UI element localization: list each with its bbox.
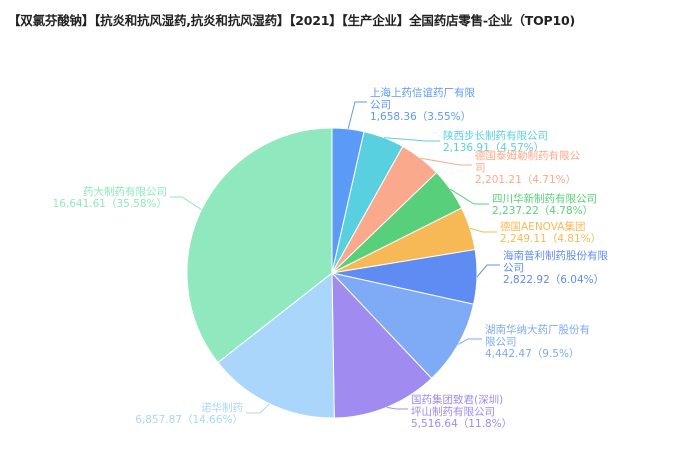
pie-slice[interactable] <box>217 271 335 419</box>
leader-line <box>170 196 202 210</box>
data-label: 四川华新制药有限公司 2,237.22（4.78%） <box>492 192 597 217</box>
data-label: 海南普利制药股份有限公司 2,822.92（6.04%） <box>503 249 608 286</box>
leader-line <box>469 227 497 233</box>
data-label: 德国AENOVA集团 2,249.11（4.81%） <box>500 220 601 245</box>
data-label: 陕西步长制药有限公司 2,136.91（4.57%） <box>443 129 548 154</box>
leader-line <box>383 137 440 142</box>
chart-title: 【双氯芬酸钠】【抗炎和抗风湿药,抗炎和抗风湿药】【2021】【生产企业】全国药店… <box>8 13 576 28</box>
data-label: 德国泰姆勒制药有限公司 2,201.21（4.71%） <box>475 149 580 186</box>
pie-slice[interactable] <box>186 127 333 364</box>
data-label: 诺华制药 6,857.87（14.66%） <box>135 401 243 426</box>
data-label: 药大制药有限公司 16,641.61（35.58%） <box>53 185 167 210</box>
leader-line <box>386 406 408 410</box>
data-label: 湖南华纳大药厂股份有限公司 4,442.47（9.5%） <box>485 323 590 360</box>
data-label: 国药集团致君(深圳)坪山制药有限公司 5,516.64（11.8%） <box>411 393 512 430</box>
leader-line <box>420 157 472 166</box>
data-label: 上海上药信谊药厂有限公司 1,658.36（3.55%） <box>370 86 475 123</box>
leader-line <box>450 188 489 205</box>
leader-line <box>347 101 367 130</box>
pie-slice[interactable] <box>330 272 475 380</box>
leader-line <box>246 403 270 414</box>
pie-slice[interactable] <box>331 271 433 419</box>
leader-line <box>457 338 482 345</box>
leader-line <box>476 264 500 278</box>
